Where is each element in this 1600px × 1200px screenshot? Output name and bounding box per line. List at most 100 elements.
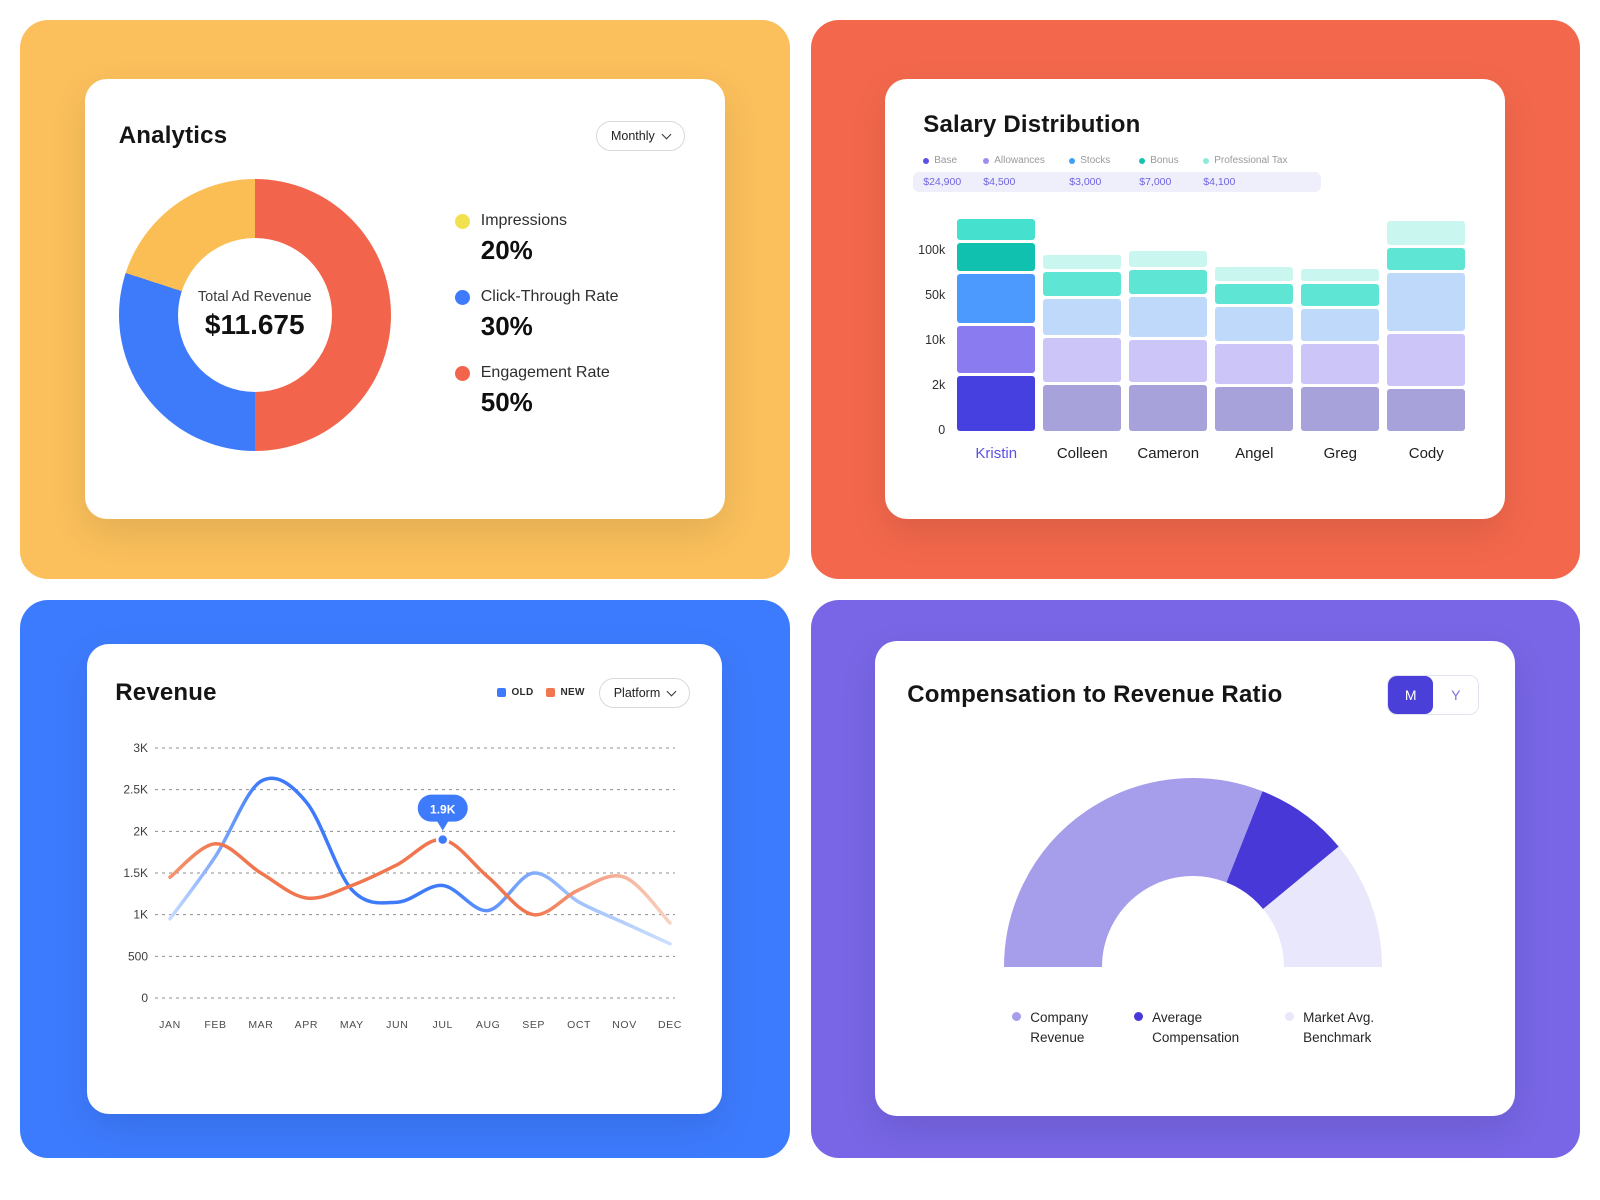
salary-legend-item: Professional Tax — [1203, 155, 1319, 166]
bar-segment — [957, 376, 1036, 432]
bar-segment — [957, 326, 1036, 374]
legend-label: Engagement Rate — [480, 364, 610, 382]
bar-segment — [1129, 270, 1208, 295]
legend-percent: 30% — [480, 311, 533, 342]
person-name[interactable]: Kristin — [975, 445, 1018, 463]
person-name[interactable]: Colleen — [1056, 445, 1108, 463]
platform-dropdown[interactable]: Platform — [598, 677, 691, 708]
salary-legend-value: $7,000 — [1139, 176, 1172, 189]
analytics-legend-item: Engagement Rate 50% — [454, 364, 619, 418]
donut-center: Total Ad Revenue $11.675 — [177, 238, 332, 393]
salary-title: Salary Distribution — [923, 111, 1141, 139]
analytics-quadrant: Analytics Monthly Total Ad Revenue $11.6… — [20, 20, 790, 579]
analytics-legend: Impressions 20% Click-Through Rate 30% E… — [454, 212, 619, 418]
bar-segment — [1043, 272, 1122, 297]
bar-segment — [1301, 269, 1380, 282]
revenue-card: Revenue OLD NEW Platform — [87, 643, 723, 1114]
legend-dot — [923, 157, 930, 164]
salary-bar-greg[interactable] — [1301, 269, 1380, 432]
svg-text:1.9K: 1.9K — [430, 802, 456, 816]
salary-legend-item: Base — [923, 155, 983, 166]
salary-legend-value: $4,500 — [983, 176, 1016, 189]
donut-center-label: Total Ad Revenue — [197, 289, 312, 306]
legend-label: Average Compensation — [1152, 1010, 1240, 1045]
svg-text:JUN: JUN — [386, 1019, 408, 1031]
toggle-yearly[interactable]: Y — [1433, 676, 1479, 715]
bar-segment — [1387, 389, 1466, 432]
bar-segment — [1301, 284, 1380, 307]
salary-legend-item: Stocks — [1069, 155, 1139, 166]
salary-legend-value: $3,000 — [1069, 176, 1102, 189]
salary-card: Salary Distribution Base Allowances Stoc… — [885, 79, 1506, 520]
legend-label: Stocks — [1080, 155, 1111, 167]
y-axis-tick: 50k — [925, 288, 946, 303]
bar-segment — [1129, 297, 1208, 338]
legend-dot — [1139, 157, 1146, 164]
y-axis-tick: 100k — [918, 243, 946, 258]
person-name[interactable]: Greg — [1323, 445, 1357, 463]
bar-segment — [1215, 284, 1294, 305]
legend-percent: 50% — [480, 387, 533, 418]
period-toggle: M Y — [1387, 675, 1480, 716]
bar-segment — [957, 243, 1036, 272]
legend-swatch — [497, 688, 507, 698]
bar-segment — [1043, 385, 1122, 432]
salary-legend-item: Allowances — [983, 155, 1069, 166]
compensation-gauge-chart — [907, 745, 1479, 980]
salary-bar-cody[interactable] — [1387, 221, 1466, 432]
compensation-title: Compensation to Revenue Ratio — [907, 681, 1283, 709]
legend-dot — [1069, 157, 1076, 164]
legend-dot — [454, 289, 470, 305]
svg-text:JAN: JAN — [159, 1019, 181, 1031]
analytics-legend-item: Click-Through Rate 30% — [454, 288, 619, 342]
bar-segment — [957, 219, 1036, 241]
salary-legend-value: $24,900 — [923, 176, 962, 189]
bar-segment — [1387, 248, 1466, 271]
legend-label: Market Avg. Benchmark — [1303, 1010, 1375, 1045]
svg-text:OCT: OCT — [567, 1019, 591, 1031]
svg-text:1K: 1K — [134, 907, 149, 921]
salary-legend-values: $24,900 $4,500 $3,000 $7,000 $4,100 — [913, 172, 1322, 193]
bar-segment — [1215, 267, 1294, 282]
gauge-legend-item: Company Revenue — [1012, 1008, 1088, 1047]
salary-bar-cameron[interactable] — [1129, 251, 1208, 432]
revenue-line-chart: 3K 2.5K 2K 1.5K 1K 500 0 JAN FEB MAR APR MAY JUN JUL A… — [115, 730, 690, 1043]
revenue-legend-item: NEW — [546, 687, 584, 698]
person-name[interactable]: Cody — [1408, 445, 1444, 463]
toggle-monthly[interactable]: M — [1388, 676, 1434, 715]
period-dropdown-label: Monthly — [610, 129, 655, 144]
legend-swatch — [546, 688, 556, 698]
salary-bars — [957, 216, 1466, 432]
svg-text:1.5K: 1.5K — [124, 866, 149, 880]
svg-text:MAR: MAR — [249, 1019, 274, 1031]
legend-label: NEW — [560, 687, 585, 699]
person-name[interactable]: Cameron — [1137, 445, 1200, 463]
bar-segment — [957, 274, 1036, 324]
salary-bar-kristin[interactable] — [957, 219, 1036, 432]
legend-label: Click-Through Rate — [480, 288, 619, 306]
period-dropdown[interactable]: Monthly — [595, 121, 685, 152]
salary-stacked-bar-chart: 100k 50k 10k 2k 0 — [913, 216, 1466, 437]
analytics-card: Analytics Monthly Total Ad Revenue $11.6… — [84, 79, 725, 520]
salary-bar-colleen[interactable] — [1043, 255, 1122, 432]
legend-dot — [1134, 1012, 1144, 1022]
person-name[interactable]: Angel — [1235, 445, 1274, 463]
salary-legend-item: Bonus — [1139, 155, 1203, 166]
bar-segment — [1129, 340, 1208, 383]
legend-percent: 20% — [480, 235, 533, 266]
svg-text:AUG: AUG — [476, 1019, 501, 1031]
bar-segment — [1387, 221, 1466, 246]
revenue-title: Revenue — [115, 678, 217, 706]
salary-bar-angel[interactable] — [1215, 267, 1294, 432]
svg-text:2K: 2K — [134, 824, 149, 838]
bar-segment — [1387, 334, 1466, 387]
bar-segment — [1129, 251, 1208, 268]
y-axis-tick: 0 — [938, 423, 946, 438]
legend-label: OLD — [511, 687, 534, 699]
compensation-card: Compensation to Revenue Ratio M Y Compan… — [875, 641, 1516, 1117]
bar-segment — [1301, 309, 1380, 342]
svg-text:3K: 3K — [134, 741, 149, 755]
gauge-legend-item: Market Avg. Benchmark — [1285, 1008, 1374, 1047]
salary-quadrant: Salary Distribution Base Allowances Stoc… — [810, 20, 1580, 579]
svg-text:2.5K: 2.5K — [124, 782, 149, 796]
